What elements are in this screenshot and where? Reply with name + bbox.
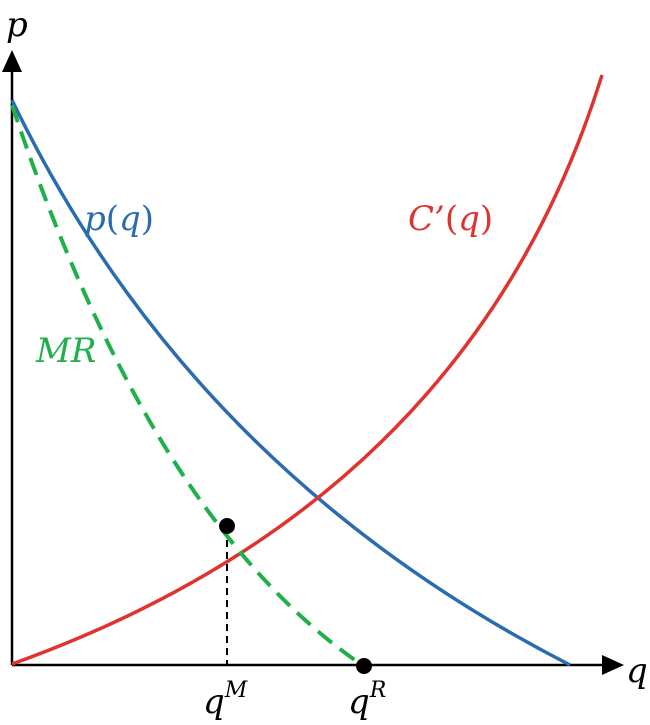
qr-label: qR (348, 678, 386, 722)
qr-label-base: q (348, 682, 370, 722)
mc-label-open-paren: ( (445, 199, 458, 239)
qm-label-base: q (203, 682, 225, 722)
demand-label-arg: q (119, 199, 141, 239)
demand-label: p(q) (84, 199, 154, 239)
demand-label-open-paren: ( (106, 199, 119, 239)
root-point (356, 658, 372, 674)
marginal-revenue-label: MR (35, 331, 96, 371)
demand-curve (10, 99, 571, 667)
mc-label-arg: q (458, 199, 480, 239)
marginal-revenue-curve (10, 104, 364, 667)
qr-label-sup: R (369, 678, 387, 703)
monopoly-point (219, 518, 235, 534)
y-axis-arrow (2, 50, 22, 72)
x-axis-label: q (626, 651, 648, 691)
x-axis-arrow (602, 655, 624, 675)
qm-label: qM (203, 678, 248, 722)
demand-label-main: p (84, 199, 106, 239)
marginal-cost-curve (11, 74, 604, 666)
marginal-cost-label: C’(q) (408, 199, 493, 239)
demand-label-close-paren: ) (141, 199, 154, 239)
mc-label-main: C’ (408, 199, 445, 239)
y-axis-label: p (6, 5, 28, 45)
qm-label-sup: M (224, 678, 248, 703)
mc-label-close-paren: ) (480, 199, 493, 239)
